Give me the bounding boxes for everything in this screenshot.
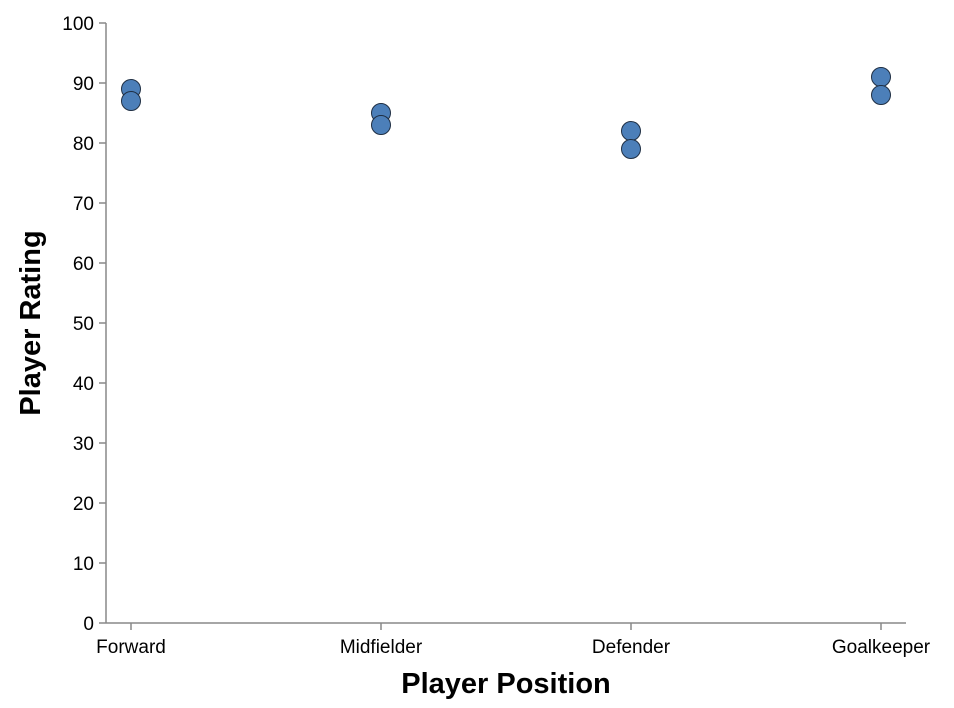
x-tick-label: Midfielder bbox=[340, 637, 423, 658]
y-tick-label: 80 bbox=[73, 134, 94, 155]
data-point bbox=[371, 115, 391, 135]
y-tick-label: 30 bbox=[73, 434, 94, 455]
y-tick-label: 20 bbox=[73, 494, 94, 515]
y-tick-label: 40 bbox=[73, 374, 94, 395]
x-axis: Forward Midfielder Defender Goalkeeper bbox=[96, 622, 931, 658]
y-axis: 0 10 20 30 40 50 60 70 80 90 100 bbox=[62, 14, 107, 635]
y-tick-label: 60 bbox=[73, 254, 94, 275]
data-points bbox=[121, 67, 891, 159]
data-point bbox=[121, 91, 141, 111]
x-axis-title: Player Position bbox=[401, 668, 611, 700]
y-tick-label: 100 bbox=[62, 14, 94, 35]
y-tick-label: 0 bbox=[83, 614, 94, 635]
x-tick-label: Forward bbox=[96, 637, 166, 658]
y-axis-title: Player Rating bbox=[15, 230, 47, 415]
x-tick-label: Goalkeeper bbox=[832, 637, 931, 658]
data-point bbox=[621, 121, 641, 141]
data-point bbox=[871, 85, 891, 105]
data-point bbox=[621, 139, 641, 159]
y-tick-label: 50 bbox=[73, 314, 94, 335]
y-tick-label: 90 bbox=[73, 74, 94, 95]
y-tick-label: 70 bbox=[73, 194, 94, 215]
x-tick-label: Defender bbox=[592, 637, 671, 658]
y-tick-label: 10 bbox=[73, 554, 94, 575]
data-point bbox=[871, 67, 891, 87]
